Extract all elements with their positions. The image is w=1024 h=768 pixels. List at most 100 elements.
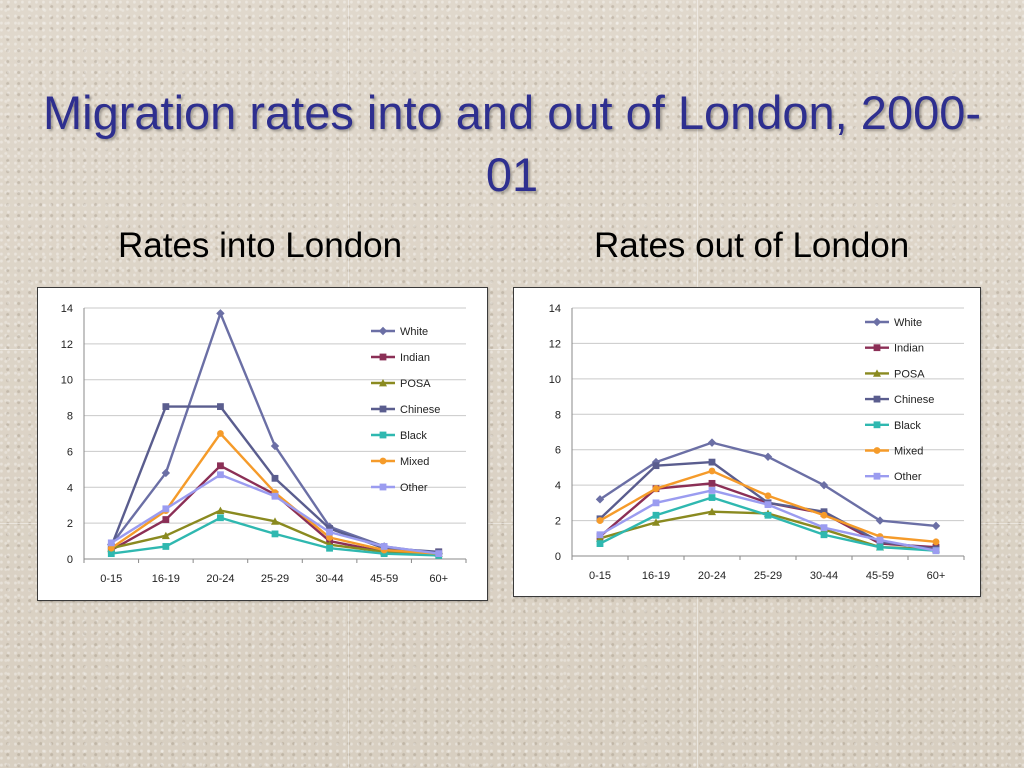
data-point [326,544,333,552]
data-point [708,479,716,487]
legend-item-chinese: Chinese [371,404,440,416]
legend-marker [379,431,387,439]
data-point [217,462,224,470]
legend-label: Indian [400,352,430,364]
legend-item-white: White [371,326,428,338]
data-point [764,492,772,500]
data-point [217,471,224,479]
legend-label: Other [894,471,922,483]
data-point [876,543,884,551]
data-point [380,550,388,558]
legend-marker [379,483,387,491]
data-point [107,539,115,547]
data-point [162,403,170,411]
data-point [764,501,772,509]
y-tick-label: 6 [555,445,561,457]
legend-item-other: Other [371,482,428,494]
legend-item-posa: POSA [865,368,925,380]
legend-label: White [400,326,428,338]
legend-label: Black [894,420,921,432]
x-tick-label: 30-44 [810,570,838,582]
data-point [326,525,333,532]
data-point [595,495,605,504]
chart-into-london-svg: 0 2 4 6 8 10 12 14 0-15 16-19 20-24 25-29 30-44 45-59… [61,303,467,585]
x-tick-label: 45-59 [370,573,398,585]
legend-item-mixed: Mixed [371,456,429,468]
legend-marker [873,421,881,429]
legend-item-chinese: Chinese [865,394,934,406]
data-point [107,550,115,558]
data-point [217,430,224,437]
legend-label: POSA [894,368,925,380]
data-point [763,452,773,461]
chart-into-london: 0 2 4 6 8 10 12 14 0-15 16-19 20-24 25-29 30-44 45-59… [37,287,488,601]
data-point [596,531,604,539]
y-tick-label: 10 [61,375,73,387]
legend-marker [379,379,387,387]
data-point [708,458,716,466]
legend-marker [379,457,387,465]
legend-item-black: Black [371,430,427,442]
legend-label: Chinese [894,394,934,406]
data-point [271,474,279,482]
y-tick-label: 6 [67,446,73,458]
legend-marker [378,326,388,336]
data-point [216,506,225,514]
chart-out-of-london-svg: 0 2 4 6 8 10 12 14 0-15 16-19 20-24 25-29 30-44 45-59… [549,303,965,582]
chart-subtitle-into: Rates into London [118,226,403,265]
data-point [271,530,279,538]
x-tick-label: 20-24 [698,570,726,582]
data-point [652,485,660,493]
y-tick-label: 10 [549,374,561,386]
legend-item-indian: Indian [371,352,430,364]
legend-item-white: White [865,317,922,329]
data-point [161,468,171,478]
data-point [708,494,716,501]
data-point [819,480,829,490]
data-point [875,516,885,525]
y-tick-label: 14 [61,303,73,315]
legend-label: White [894,317,922,329]
x-tick-label: 25-29 [754,570,782,582]
data-point [161,531,170,540]
data-point [596,517,604,524]
x-tick-label: 20-24 [206,573,234,585]
x-tick-label: 0-15 [100,573,122,585]
legend-label: Mixed [400,456,429,468]
legend-label: POSA [400,378,431,390]
data-point [932,547,940,555]
y-tick-label: 12 [549,338,561,350]
data-point [326,528,333,536]
background-grid-line [0,523,1024,524]
slide-title: Migration rates into and out of London, … [42,86,982,201]
x-tick-label: 16-19 [152,573,180,585]
data-point [764,511,772,519]
data-point [162,505,170,513]
data-point [596,540,604,547]
data-point [107,544,115,552]
data-point [652,499,660,507]
legend-item-black: Black [865,420,921,432]
data-point [820,531,828,539]
y-tick-label: 8 [67,411,73,423]
chart-subtitle-out: Rates out of London [594,226,910,265]
x-tick-label: 25-29 [261,573,289,585]
data-point [820,524,828,532]
chart-out-of-london: 0 2 4 6 8 10 12 14 0-15 16-19 20-24 25-29 30-44 45-59… [513,287,981,597]
data-point [435,550,443,558]
data-point [217,403,224,411]
x-tick-label: 0-15 [589,570,611,582]
data-point [271,492,279,500]
x-tick-label: 60+ [429,573,448,585]
data-point [270,441,280,451]
legend-marker [379,405,387,413]
data-point [876,536,884,544]
legend-marker [379,353,387,361]
legend-label: Chinese [400,404,440,416]
legend: White Indian POSA Chinese Black Mixed Other [865,317,934,483]
data-point [216,309,225,318]
legend-item-indian: Indian [865,343,924,355]
data-point [932,538,940,546]
y-tick-label: 2 [67,518,73,530]
data-point [652,518,660,526]
